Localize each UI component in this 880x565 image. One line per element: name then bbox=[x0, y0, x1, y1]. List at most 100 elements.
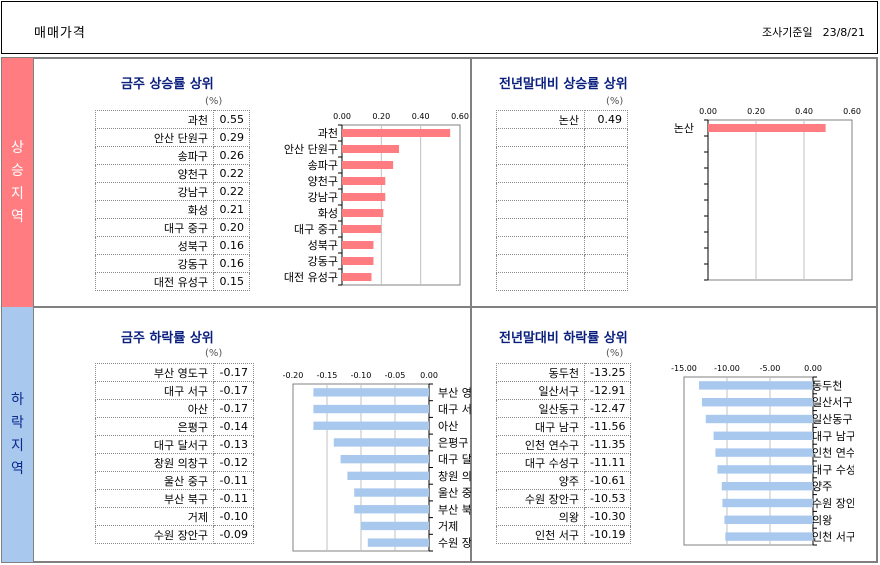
category-label: 강남구 bbox=[308, 191, 338, 204]
bar bbox=[354, 488, 429, 497]
tick-label: 0.40 bbox=[412, 112, 430, 121]
table-row: 화성 0.21 bbox=[95, 200, 250, 219]
tick-label: -10.00 bbox=[714, 364, 740, 373]
tick-label: 0.00 bbox=[804, 364, 822, 373]
change-rate: 0.15 bbox=[213, 272, 250, 291]
change-rate: -10.61 bbox=[583, 471, 632, 490]
table-row: 인천 연수구 -11.35 bbox=[496, 435, 632, 454]
region-name: 대구 달서구 bbox=[95, 435, 214, 454]
bar bbox=[725, 532, 813, 541]
table-row: 대구 서구 -0.17 bbox=[95, 381, 254, 400]
change-rate: -11.11 bbox=[583, 453, 632, 472]
category-label: 대구 남구 bbox=[812, 430, 854, 443]
tick-label: 0.40 bbox=[795, 107, 813, 116]
table-row: 송파구 0.26 bbox=[95, 146, 250, 165]
tick-label: 0.00 bbox=[420, 371, 438, 380]
data-table: 동두천 -13.25 일산서구 -12.91 일산동구 -12.47 대구 남구 -11.56… bbox=[496, 363, 632, 544]
region-name: 창원 의창구 bbox=[95, 453, 214, 472]
table-row: 수원 장안구 -0.09 bbox=[95, 525, 254, 544]
bar bbox=[717, 465, 813, 474]
table-row: 대구 남구 -11.56 bbox=[496, 417, 632, 436]
category-label: 의왕 bbox=[812, 514, 832, 527]
region-name: 일산동구 bbox=[496, 399, 585, 418]
change-rate: -10.53 bbox=[583, 489, 632, 508]
change-rate bbox=[584, 272, 628, 291]
table-row: 성북구 0.16 bbox=[95, 236, 250, 255]
region-name bbox=[496, 164, 585, 183]
category-label: 일산서구 bbox=[812, 395, 852, 409]
data-table: 논산 0.49 bbox=[496, 110, 628, 291]
region-name bbox=[496, 200, 585, 219]
category-label: 양천구 bbox=[308, 174, 338, 188]
change-rate: -0.09 bbox=[213, 525, 254, 544]
tick-label: 0.20 bbox=[747, 107, 765, 116]
change-rate: -11.35 bbox=[583, 435, 632, 454]
bar-chart: 0.00 0.20 0.40 0.60 논산 bbox=[674, 107, 861, 281]
bar bbox=[313, 404, 429, 414]
tick-label: -0.20 bbox=[283, 371, 304, 380]
category-label: 대구 달서구 bbox=[438, 453, 472, 466]
category-label: 성북구 bbox=[308, 239, 338, 252]
region-name: 아산 bbox=[95, 399, 214, 418]
region-name: 과천 bbox=[95, 110, 214, 129]
category-label: 수원 장안구 bbox=[438, 537, 472, 550]
bar bbox=[708, 124, 826, 132]
change-rate bbox=[584, 200, 628, 219]
category-label: 양주 bbox=[812, 480, 832, 493]
region-name bbox=[496, 146, 585, 165]
change-rate: -0.12 bbox=[213, 453, 254, 472]
bar bbox=[342, 257, 374, 265]
bar bbox=[342, 193, 386, 201]
table-row: 은평구 -0.14 bbox=[95, 417, 254, 436]
region-name bbox=[496, 236, 585, 255]
region-name: 울산 중구 bbox=[95, 471, 214, 490]
region-fall-label: 하락지역 bbox=[2, 307, 33, 562]
bar bbox=[347, 471, 429, 481]
unit-label: (%) bbox=[205, 96, 223, 107]
panel-title: 전년말대비 상승률 상위 bbox=[499, 77, 628, 92]
change-rate: -12.91 bbox=[583, 381, 632, 400]
table-row: 강남구 0.22 bbox=[95, 182, 250, 201]
change-rate: -10.30 bbox=[583, 507, 632, 526]
change-rate bbox=[584, 236, 628, 255]
table-row: 수원 장안구 -10.53 bbox=[496, 489, 632, 508]
change-rate: -11.56 bbox=[583, 417, 632, 436]
change-rate: -0.17 bbox=[213, 363, 254, 382]
category-label: 인천 연수구 bbox=[812, 446, 854, 460]
table-row: 안산 단원구 0.29 bbox=[95, 128, 250, 147]
region-name: 강동구 bbox=[95, 254, 214, 273]
bar bbox=[313, 388, 429, 397]
table-row: 강동구 0.16 bbox=[95, 254, 250, 273]
region-name: 강남구 bbox=[95, 182, 214, 201]
table-row: 일산서구 -12.91 bbox=[496, 381, 632, 400]
tick-label: 0.20 bbox=[372, 112, 390, 121]
table-row: 부산 북구 -0.11 bbox=[95, 489, 254, 508]
tick-label: 0.60 bbox=[843, 107, 861, 116]
category-label: 안산 단원구 bbox=[284, 143, 338, 156]
region-name: 대구 중구 bbox=[95, 218, 214, 237]
bar bbox=[342, 145, 400, 153]
category-label: 논산 bbox=[674, 122, 694, 135]
table-row bbox=[496, 272, 628, 291]
table-row: 창원 의창구 -0.12 bbox=[95, 453, 254, 472]
region-name: 화성 bbox=[95, 200, 214, 219]
change-rate: 0.49 bbox=[584, 110, 628, 129]
report-body: 상승지역 하락지역 금주 상승률 상위 (%) 과천 0.55 안산 단원구 0.29… bbox=[1, 57, 878, 563]
region-name: 거제 bbox=[95, 507, 214, 526]
region-name bbox=[496, 272, 585, 291]
survey-date-label: 조사기준일 bbox=[761, 26, 813, 39]
bar bbox=[340, 454, 429, 464]
bar bbox=[354, 505, 429, 514]
region-name: 인천 서구 bbox=[496, 525, 585, 544]
bar bbox=[342, 241, 374, 249]
survey-date: 조사기준일 23/8/21 bbox=[752, 24, 865, 40]
bar bbox=[342, 129, 451, 137]
category-label: 대전 유성구 bbox=[284, 271, 338, 284]
panel-title: 금주 상승률 상위 bbox=[121, 77, 214, 92]
unit-label: (%) bbox=[205, 348, 223, 359]
table-row: 대전 유성구 0.15 bbox=[95, 272, 250, 291]
bar bbox=[342, 225, 382, 233]
table-row: 양천구 0.22 bbox=[95, 164, 250, 183]
